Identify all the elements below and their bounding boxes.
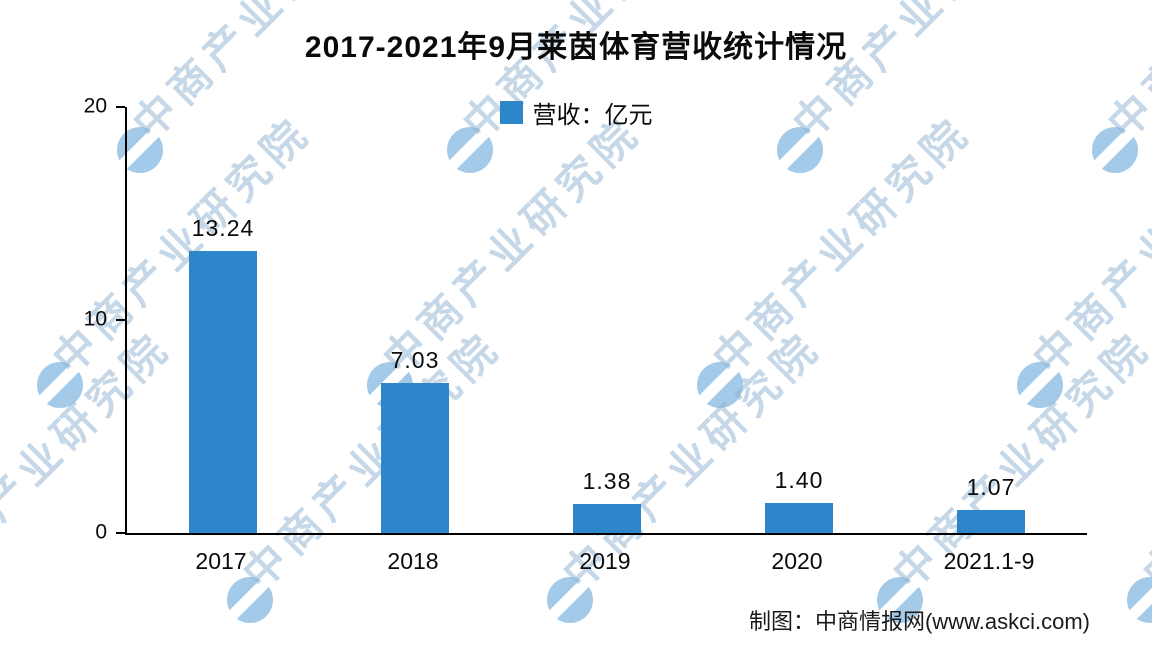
x-tick-label: 2018 [387, 548, 439, 574]
x-tick-label: 2019 [579, 548, 631, 574]
bar-group-2018: 7.03 [319, 107, 511, 533]
chart-title: 2017-2021年9月莱茵体育营收统计情况 [304, 31, 848, 64]
legend-swatch [499, 101, 523, 124]
credit-text: 制图：中商情报网(www.askci.com) [748, 609, 1090, 634]
legend-label: 营收：亿元 [532, 102, 653, 129]
bar-value-label: 1.40 [774, 467, 824, 494]
plot-area: 13.24 7.03 1.38 1.40 1.07 [125, 107, 1087, 535]
y-tick-label: 20 [83, 94, 107, 118]
x-tick-label: 2020 [771, 548, 823, 574]
bar-group-2019: 1.38 [511, 107, 703, 533]
y-tick-mark [116, 106, 125, 108]
y-tick-mark [116, 532, 125, 534]
bar [381, 383, 449, 533]
bar-group-2017: 13.24 [127, 107, 319, 533]
bar [189, 251, 257, 533]
bar-value-label: 1.38 [582, 467, 632, 494]
bar-value-label: 13.24 [191, 215, 255, 241]
y-axis: 0 10 20 [0, 95, 125, 544]
y-tick-label: 10 [83, 307, 107, 331]
bar-value-label: 1.07 [966, 474, 1016, 501]
bar-value-label: 7.03 [390, 347, 440, 374]
bar [957, 510, 1025, 533]
bar [573, 503, 641, 533]
bar-group-2021.1-9: 1.07 [895, 107, 1087, 533]
x-tick-label: 2017 [195, 548, 247, 574]
x-axis: 2017 2018 2019 2020 2021.1-9 [125, 548, 1085, 575]
bar [765, 503, 833, 533]
y-tick-mark [116, 319, 125, 321]
y-tick-label: 0 [95, 520, 107, 544]
x-tick-label: 2021.1-9 [943, 548, 1035, 574]
legend: 营收：亿元 [0, 95, 1152, 130]
bar-group-2020: 1.40 [703, 107, 895, 533]
